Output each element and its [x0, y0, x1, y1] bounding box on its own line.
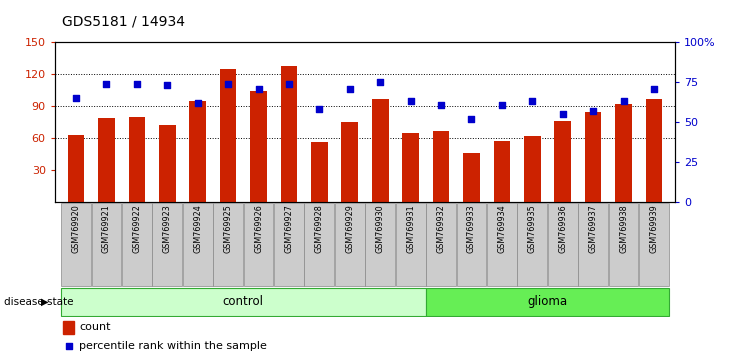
Text: GDS5181 / 14934: GDS5181 / 14934 — [62, 14, 185, 28]
Bar — [493, 141, 510, 202]
Text: GSM769925: GSM769925 — [223, 204, 233, 253]
Bar — [433, 131, 450, 202]
Bar — [64, 321, 74, 333]
Bar — [524, 136, 541, 202]
FancyBboxPatch shape — [61, 288, 426, 316]
Bar — [98, 118, 115, 202]
Bar — [402, 133, 419, 202]
Text: disease state: disease state — [4, 297, 73, 307]
Point — [618, 98, 629, 104]
Text: GSM769923: GSM769923 — [163, 204, 172, 253]
Bar — [250, 91, 267, 202]
FancyBboxPatch shape — [182, 204, 212, 286]
Bar — [615, 104, 632, 202]
Bar — [220, 69, 237, 202]
Point — [435, 102, 447, 108]
Text: GSM769926: GSM769926 — [254, 204, 263, 253]
Bar — [189, 101, 206, 202]
Text: count: count — [80, 322, 111, 332]
Bar — [128, 117, 145, 202]
FancyBboxPatch shape — [639, 204, 669, 286]
FancyBboxPatch shape — [122, 204, 152, 286]
Point — [223, 81, 234, 87]
FancyBboxPatch shape — [609, 204, 639, 286]
Point — [283, 81, 295, 87]
Bar — [280, 66, 297, 202]
Text: GSM769920: GSM769920 — [72, 204, 80, 253]
Text: GSM769930: GSM769930 — [376, 204, 385, 253]
FancyBboxPatch shape — [335, 204, 365, 286]
Text: GSM769935: GSM769935 — [528, 204, 537, 253]
Point — [466, 116, 477, 122]
FancyBboxPatch shape — [426, 288, 669, 316]
Text: GSM769931: GSM769931 — [406, 204, 415, 253]
FancyBboxPatch shape — [396, 204, 426, 286]
Bar — [645, 99, 662, 202]
Text: GSM769927: GSM769927 — [285, 204, 293, 253]
Bar — [159, 125, 176, 202]
Point — [405, 98, 417, 104]
FancyBboxPatch shape — [91, 204, 121, 286]
Point — [192, 100, 204, 106]
Text: GSM769932: GSM769932 — [437, 204, 445, 253]
Text: GSM769928: GSM769928 — [315, 204, 324, 253]
Point — [648, 86, 660, 92]
Point — [587, 108, 599, 114]
FancyBboxPatch shape — [578, 204, 608, 286]
FancyBboxPatch shape — [456, 204, 486, 286]
Text: GSM769924: GSM769924 — [193, 204, 202, 253]
Text: GSM769939: GSM769939 — [650, 204, 658, 253]
Point — [63, 343, 74, 349]
Bar — [554, 121, 571, 202]
Point — [557, 111, 569, 117]
FancyBboxPatch shape — [365, 204, 395, 286]
Point — [344, 86, 356, 92]
Text: ▶: ▶ — [42, 297, 49, 307]
Point — [131, 81, 143, 87]
Text: glioma: glioma — [528, 295, 567, 308]
Text: GSM769938: GSM769938 — [619, 204, 628, 253]
FancyBboxPatch shape — [518, 204, 548, 286]
Bar — [585, 112, 602, 202]
FancyBboxPatch shape — [426, 204, 456, 286]
Text: GSM769933: GSM769933 — [467, 204, 476, 253]
Point — [161, 82, 173, 88]
Text: GSM769921: GSM769921 — [102, 204, 111, 253]
Bar — [372, 99, 388, 202]
Bar — [68, 135, 85, 202]
Text: GSM769922: GSM769922 — [132, 204, 142, 253]
Point — [496, 102, 508, 108]
FancyBboxPatch shape — [274, 204, 304, 286]
Text: GSM769934: GSM769934 — [497, 204, 507, 253]
Bar — [311, 142, 328, 202]
FancyBboxPatch shape — [487, 204, 517, 286]
FancyBboxPatch shape — [548, 204, 577, 286]
FancyBboxPatch shape — [304, 204, 334, 286]
Text: GSM769936: GSM769936 — [558, 204, 567, 253]
FancyBboxPatch shape — [244, 204, 274, 286]
Point — [374, 80, 386, 85]
FancyBboxPatch shape — [213, 204, 243, 286]
Point — [314, 107, 326, 112]
FancyBboxPatch shape — [153, 204, 182, 286]
Bar — [342, 122, 358, 202]
Point — [70, 96, 82, 101]
Text: GSM769937: GSM769937 — [588, 204, 598, 253]
Bar — [463, 153, 480, 202]
Point — [253, 86, 264, 92]
Point — [526, 98, 538, 104]
Text: GSM769929: GSM769929 — [345, 204, 354, 253]
Text: control: control — [223, 295, 264, 308]
Text: percentile rank within the sample: percentile rank within the sample — [80, 341, 267, 351]
Point — [101, 81, 112, 87]
FancyBboxPatch shape — [61, 204, 91, 286]
